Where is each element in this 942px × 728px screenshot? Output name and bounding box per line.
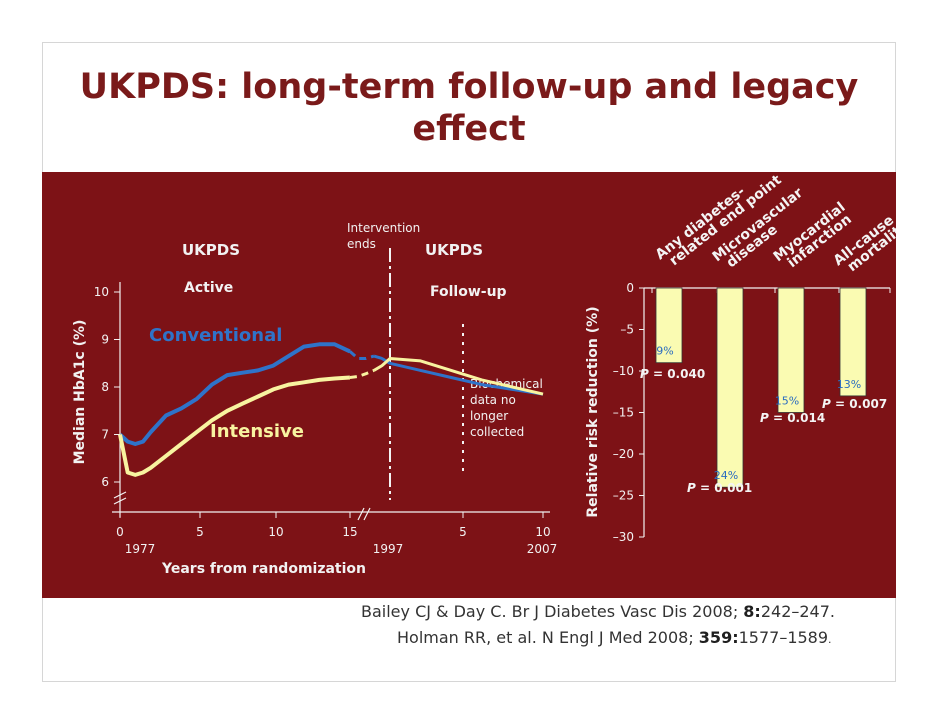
bar-y-axis-title: Relative risk reduction (%): [585, 306, 601, 517]
bar-1: [716, 287, 744, 488]
title-line-1: UKPDS: long-term follow-up and legacy: [79, 67, 859, 107]
label-ukpds-active: UKPDS: [182, 241, 240, 259]
label-ukpds-followup: UKPDS: [425, 241, 483, 259]
bar-y-tick-label: –5: [620, 323, 634, 337]
x-year-label: 2007: [527, 542, 558, 556]
p-letter: P: [687, 481, 696, 495]
y-axis-break-1: [113, 491, 127, 499]
label-active: Active: [184, 280, 233, 296]
x-tick-label: 10: [535, 525, 550, 539]
intensive-line-transition: [349, 369, 375, 379]
intensive-line-main: [118, 375, 351, 477]
x-axis-break-1: [357, 507, 365, 521]
x-tick-label: 0: [116, 525, 124, 539]
title-line-2: effect: [412, 109, 526, 149]
bar-y-tick-label: –25: [613, 489, 634, 503]
reference-1-volume: 8:: [743, 602, 761, 621]
bar-3: [839, 287, 867, 397]
bar-value-label: 13%: [837, 378, 861, 391]
y-tick-label: 7: [101, 428, 109, 442]
y-tick-label: 6: [101, 475, 109, 489]
bar-y-tick-label: 0: [626, 281, 634, 295]
x-tick-label: 5: [459, 525, 467, 539]
y-axis-break-2: [113, 497, 127, 505]
p-number: = 0.014: [769, 411, 825, 425]
p-number: = 0.001: [696, 481, 752, 495]
reference-2-pages: 1577–1589: [738, 628, 829, 647]
bar-y-tick-label: –20: [613, 447, 634, 461]
p-number: = 0.007: [831, 397, 887, 411]
y-tick-label: 10: [94, 285, 109, 299]
y-tick-label: 8: [101, 380, 109, 394]
conventional-line-transition: [348, 350, 375, 360]
x-axis-title: Years from randomization: [161, 561, 366, 577]
p-number: = 0.040: [649, 367, 705, 381]
chart-svg: 10 9 8 7 6 0 5 10 15 5 10 1977 1997 2007 Years from ra…: [72, 172, 896, 577]
reference-2: Holman RR, et al. N Engl J Med 2008; 359…: [397, 628, 832, 647]
bar-0: [655, 287, 683, 364]
bar-y-tick-label: –10: [613, 364, 634, 378]
reference-2-volume: 359:: [698, 628, 739, 647]
x-tick-label: 10: [268, 525, 283, 539]
conventional-line-main: [118, 342, 351, 446]
bar-y-tick-label: –15: [613, 406, 634, 420]
bar-value-label: 15%: [775, 395, 799, 408]
x-axis-break-2: [363, 507, 371, 521]
intensive-label: Intensive: [210, 421, 304, 442]
bar-p-value: P = 0.007: [822, 397, 887, 411]
bar-value-label: 9%: [656, 345, 673, 358]
biochemical-note-line: collected: [470, 425, 524, 439]
p-letter: P: [760, 411, 769, 425]
bar-y-tick-label: –30: [613, 530, 634, 544]
bar-p-value: P = 0.040: [640, 367, 705, 381]
x-year-label: 1977: [125, 542, 156, 556]
slide-title: UKPDS: long-term follow-up and legacy ef…: [42, 66, 896, 150]
label-ends: ends: [347, 237, 376, 251]
biochemical-note-line: longer: [470, 409, 508, 423]
x-tick-label: 5: [196, 525, 204, 539]
p-letter: P: [822, 397, 831, 411]
p-letter: P: [640, 367, 649, 381]
biochemical-note-line: data no: [470, 393, 516, 407]
reference-2-end: .: [828, 633, 832, 646]
y-tick-label: 9: [101, 333, 109, 347]
bar-p-value: P = 0.001: [687, 481, 752, 495]
label-followup: Follow-up: [430, 284, 507, 300]
intensive-line-followup: [373, 357, 544, 396]
reference-2-text: Holman RR, et al. N Engl J Med 2008;: [397, 628, 699, 647]
reference-1-pages: 242–247.: [760, 602, 835, 621]
label-intervention: Intervention: [347, 221, 420, 235]
conventional-label: Conventional: [149, 325, 282, 346]
bar-p-value: P = 0.014: [760, 411, 825, 425]
x-tick-label: 15: [342, 525, 357, 539]
y-axis-title: Median HbA1c (%): [72, 320, 88, 465]
bar-value-label: 24%: [714, 469, 738, 482]
reference-1-text: Bailey CJ & Day C. Br J Diabetes Vasc Di…: [361, 602, 744, 621]
chart-panel: 10 9 8 7 6 0 5 10 15 5 10 1977 1997 2007 Years from ra…: [42, 172, 896, 598]
conventional-line-followup: [373, 354, 544, 396]
x-year-label: 1997: [373, 542, 404, 556]
bar-2: [777, 287, 805, 413]
reference-1: Bailey CJ & Day C. Br J Diabetes Vasc Di…: [361, 602, 835, 621]
